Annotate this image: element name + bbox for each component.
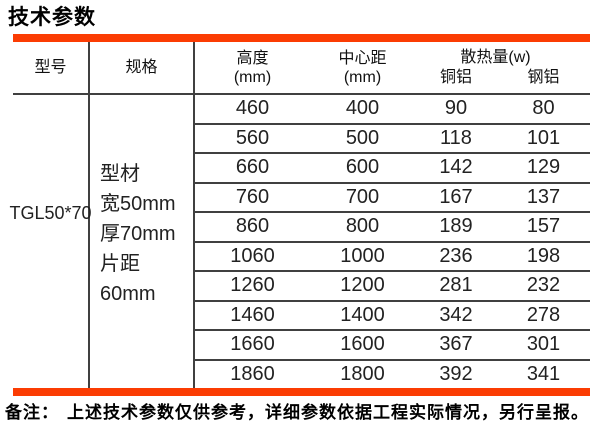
height-value: 1460 bbox=[230, 303, 275, 326]
spec-lines: 型材 宽50mm 厚70mm 片距 60mm bbox=[100, 159, 193, 309]
height-value: 560 bbox=[235, 126, 270, 149]
spec-cell: 型材 宽50mm 厚70mm 片距 60mm bbox=[90, 95, 195, 388]
spec-line: 厚70mm bbox=[100, 222, 176, 245]
height-value: 1060 bbox=[230, 244, 275, 267]
data-rows: 460 400 90 80 560 500 118 101 660 600 14… bbox=[195, 95, 590, 388]
page-title: 技术参数 bbox=[8, 6, 96, 29]
steel-aluminum-value: 278 bbox=[526, 303, 561, 326]
height-value: 460 bbox=[235, 97, 270, 120]
table-row: 1660 1600 367 301 bbox=[195, 331, 590, 361]
footer-note: 备注： 上述技术参数仅供参考，详细参数依据工程实际情况，另行呈报。 bbox=[5, 402, 600, 424]
steel-aluminum-value: 232 bbox=[526, 274, 561, 297]
header-heat-dissipation-group: 散热量(w) 铜铝 钢铝 bbox=[415, 42, 590, 93]
height-value: 1260 bbox=[230, 274, 275, 297]
table-row: 760 700 167 137 bbox=[195, 184, 590, 213]
table-row: 1860 1800 392 341 bbox=[195, 361, 590, 389]
center-distance-value: 1800 bbox=[340, 362, 385, 385]
table-row: 1060 1000 236 198 bbox=[195, 243, 590, 272]
spec-line: 60mm bbox=[100, 282, 156, 305]
center-distance-value: 600 bbox=[345, 156, 380, 179]
header-height-unit: (mm) bbox=[233, 68, 272, 86]
table-header-row: 型号 规格 高度 (mm) 中心距 (mm) 散热量(w) 铜铝 钢铝 bbox=[13, 42, 590, 95]
copper-aluminum-value: 118 bbox=[440, 126, 472, 149]
steel-aluminum-value: 301 bbox=[526, 333, 561, 356]
center-distance-value: 500 bbox=[345, 126, 380, 149]
steel-aluminum-value: 157 bbox=[526, 215, 561, 238]
header-copper-aluminum: 铜铝 bbox=[439, 68, 472, 86]
table-row: 560 500 118 101 bbox=[195, 125, 590, 154]
copper-aluminum-value: 367 bbox=[439, 333, 473, 356]
spec-line: 宽50mm bbox=[100, 192, 176, 215]
header-height-line1: 高度 bbox=[236, 49, 269, 67]
height-value: 760 bbox=[235, 185, 270, 208]
copper-aluminum-value: 342 bbox=[439, 303, 473, 326]
copper-aluminum-value: 392 bbox=[439, 362, 473, 385]
copper-aluminum-value: 236 bbox=[439, 244, 473, 267]
height-value: 1660 bbox=[230, 333, 275, 356]
steel-aluminum-value: 80 bbox=[532, 97, 555, 120]
steel-aluminum-value: 101 bbox=[526, 126, 561, 149]
height-value: 1860 bbox=[230, 362, 275, 385]
model-cell: TGL50*70 bbox=[9, 95, 92, 388]
center-distance-value: 1400 bbox=[340, 303, 385, 326]
steel-aluminum-value: 341 bbox=[526, 362, 561, 385]
spec-line: 片距 bbox=[100, 252, 140, 275]
model-value: TGL50*70 bbox=[9, 203, 92, 223]
spec-line: 型材 bbox=[100, 162, 140, 185]
header-heat-subrow: 铜铝 钢铝 bbox=[415, 68, 590, 88]
table-row: 1260 1200 281 232 bbox=[195, 272, 590, 302]
height-value: 860 bbox=[235, 215, 270, 238]
center-distance-value: 700 bbox=[345, 185, 380, 208]
footer-note-label: 备注： bbox=[5, 403, 59, 422]
copper-aluminum-value: 189 bbox=[439, 215, 473, 238]
copper-aluminum-value: 167 bbox=[439, 185, 473, 208]
steel-aluminum-value: 137 bbox=[526, 185, 561, 208]
height-value: 660 bbox=[235, 156, 270, 179]
header-height: 高度 (mm) bbox=[195, 42, 310, 93]
steel-aluminum-value: 129 bbox=[526, 156, 561, 179]
steel-aluminum-value: 198 bbox=[526, 244, 561, 267]
center-distance-value: 1200 bbox=[340, 274, 385, 297]
table-row: 660 600 142 129 bbox=[195, 154, 590, 184]
header-center-distance: 中心距 (mm) bbox=[310, 42, 415, 93]
center-distance-value: 800 bbox=[345, 215, 380, 238]
table-row: 460 400 90 80 bbox=[195, 95, 590, 125]
header-center-distance-line1: 中心距 bbox=[338, 49, 387, 67]
header-model: 型号 bbox=[13, 42, 90, 93]
header-center-distance-unit: (mm) bbox=[343, 68, 382, 86]
header-heat-dissipation: 散热量(w) bbox=[460, 48, 531, 66]
table-row: 860 800 189 157 bbox=[195, 213, 590, 243]
header-steel-aluminum: 钢铝 bbox=[527, 68, 560, 86]
table-body: TGL50*70 型材 宽50mm 厚70mm 片距 60mm 460 400 … bbox=[9, 95, 590, 388]
spec-table: 型号 规格 高度 (mm) 中心距 (mm) 散热量(w) 铜铝 钢铝 TGL5… bbox=[9, 34, 590, 396]
bottom-accent-bar bbox=[13, 388, 590, 396]
copper-aluminum-value: 281 bbox=[439, 274, 473, 297]
center-distance-value: 400 bbox=[345, 97, 380, 120]
top-accent-bar bbox=[13, 34, 590, 42]
center-distance-value: 1600 bbox=[340, 333, 385, 356]
copper-aluminum-value: 90 bbox=[444, 97, 468, 120]
header-spec: 规格 bbox=[90, 42, 195, 93]
footer-note-text: 上述技术参数仅供参考，详细参数依据工程实际情况，另行呈报。 bbox=[67, 403, 589, 422]
center-distance-value: 1000 bbox=[340, 244, 385, 267]
table-row: 1460 1400 342 278 bbox=[195, 302, 590, 331]
page: 技术参数 型号 规格 高度 (mm) 中心距 (mm) 散热量(w) 铜铝 钢铝 bbox=[0, 5, 600, 424]
copper-aluminum-value: 142 bbox=[439, 156, 473, 179]
